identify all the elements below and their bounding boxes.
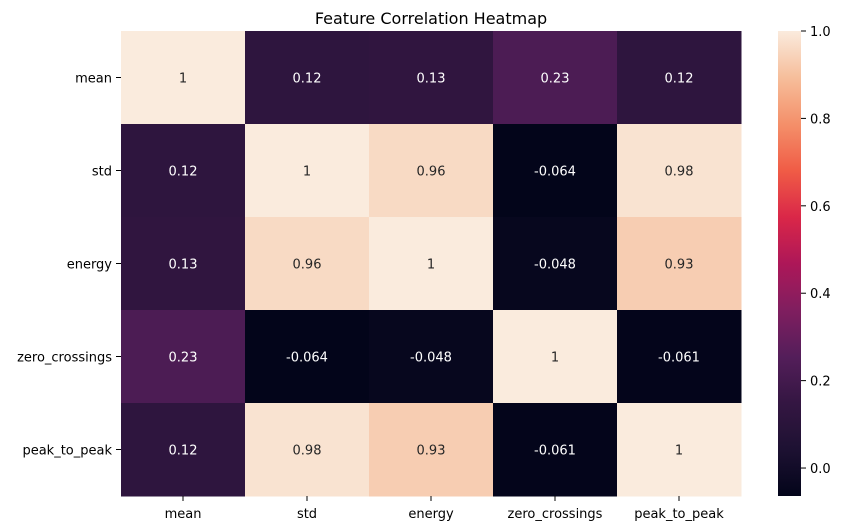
heatmap-cell [493,124,618,218]
cell-value-label: 0.93 [665,258,694,273]
y-tick-label: std [92,165,112,180]
heatmap-cell [617,217,742,311]
heatmap-cell [121,217,246,311]
x-tick-label: energy [408,507,454,522]
x-tick-label: mean [165,507,202,522]
colorbar: 0.0 0.2 0.4 0.6 0.8 1.0 [778,25,831,496]
cell-value-label: 0.93 [417,444,446,459]
cell-value-label: -0.048 [410,351,452,366]
heatmap-cell [617,403,742,497]
cell-value-label: 0.96 [417,165,446,180]
heatmap-cell [493,403,618,497]
cell-value-label: -0.048 [534,258,576,273]
heatmap-cell [493,217,618,311]
heatmap-cell [369,217,494,311]
heatmap-cell [617,31,742,125]
cell-value-label: 1 [179,72,187,87]
heatmap-cell [245,31,370,125]
cell-value-label: 1 [551,351,559,366]
heatmap-cell [369,124,494,218]
cell-value-label: 1 [427,258,435,273]
cell-value-label: 1 [675,444,683,459]
cell-value-label: 0.12 [169,165,198,180]
cell-value-label: -0.061 [658,351,700,366]
colorbar-tick-label: 0.0 [810,462,831,477]
heatmap-cell [245,124,370,218]
y-tick-label: energy [67,258,113,273]
cell-value-label: 1 [303,165,311,180]
cell-value-label: 0.12 [293,72,322,87]
cell-value-label: 0.98 [665,165,694,180]
heatmap-cell [617,124,742,218]
cell-value-label: -0.064 [534,165,576,180]
heatmap-cell [245,217,370,311]
heatmap-cell [369,403,494,497]
cell-value-label: 0.12 [169,444,198,459]
cell-value-label: 0.96 [293,258,322,273]
y-tick-label: peak_to_peak [22,444,112,459]
column-labels: mean std energy zero_crossings peak_to_peak [165,496,724,522]
colorbar-tick-label: 0.4 [810,287,831,302]
heatmap-cell [493,31,618,125]
x-tick-label: std [297,507,317,522]
heatmap-cell [245,403,370,497]
row-labels: mean std energy zero_crossings peak_to_peak [17,72,121,459]
colorbar-gradient [778,31,801,496]
heatmap-cell [617,310,742,404]
heatmap-cell [121,403,246,497]
heatmap-cell [369,310,494,404]
heatmap-cell [121,31,246,125]
colorbar-tick-label: 0.6 [810,200,831,215]
x-tick-label: zero_crossings [508,507,603,522]
colorbar-tick-label: 1.0 [810,25,831,40]
cell-value-label: 0.23 [169,351,198,366]
cell-value-label: -0.061 [534,444,576,459]
heatmap-cell [121,124,246,218]
heatmap-cell [493,310,618,404]
heatmap-cell [245,310,370,404]
cell-value-label: 0.13 [169,258,198,273]
chart-title: Feature Correlation Heatmap [315,9,547,28]
colorbar-tick-label: 0.8 [810,112,831,127]
heatmap-cell [369,31,494,125]
cell-value-label: 0.98 [293,444,322,459]
colorbar-tick-label: 0.2 [810,375,831,390]
cell-value-label: 0.12 [665,72,694,87]
cell-value-label: 0.13 [417,72,446,87]
y-tick-label: zero_crossings [17,351,112,366]
heatmap-cell [121,310,246,404]
x-tick-label: peak_to_peak [634,507,724,522]
y-tick-label: mean [75,72,112,87]
cell-value-label: 0.23 [541,72,570,87]
heatmap-cells: 1 0.12 0.13 0.23 0.12 0.12 1 0.96 -0.064 0.98 0.13… [121,31,742,497]
cell-value-label: -0.064 [286,351,328,366]
